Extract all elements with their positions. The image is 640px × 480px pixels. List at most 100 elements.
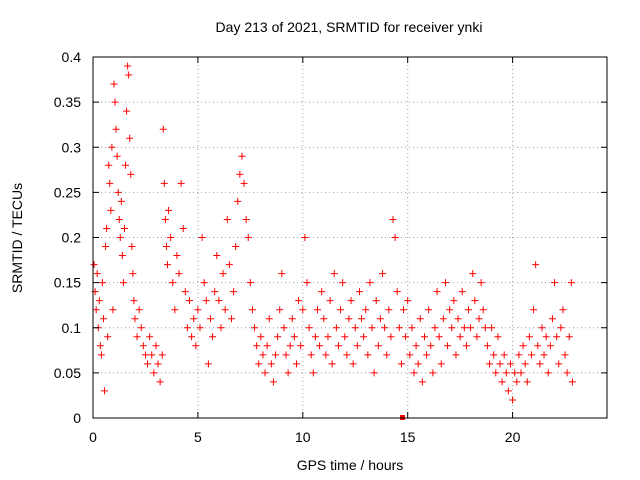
data-point bbox=[175, 270, 183, 278]
data-point bbox=[307, 351, 315, 359]
data-point bbox=[458, 288, 466, 296]
data-point bbox=[318, 288, 326, 296]
data-point bbox=[353, 342, 361, 350]
data-point bbox=[102, 243, 110, 251]
data-point bbox=[242, 215, 250, 223]
data-point bbox=[513, 378, 521, 386]
data-point bbox=[130, 297, 138, 305]
data-point bbox=[339, 279, 347, 287]
data-point bbox=[225, 261, 233, 269]
data-point bbox=[387, 333, 395, 341]
data-point bbox=[190, 315, 198, 323]
data-point bbox=[372, 297, 380, 305]
data-point bbox=[126, 134, 134, 142]
data-point bbox=[106, 179, 114, 187]
data-point bbox=[119, 279, 127, 287]
data-point bbox=[128, 243, 136, 251]
data-point bbox=[437, 360, 445, 368]
data-point bbox=[548, 315, 556, 323]
data-point bbox=[525, 333, 533, 341]
data-point bbox=[500, 351, 508, 359]
data-point bbox=[399, 306, 407, 314]
data-point bbox=[215, 297, 223, 305]
data-point bbox=[479, 306, 487, 314]
data-point bbox=[90, 261, 98, 269]
data-point bbox=[465, 306, 473, 314]
data-point bbox=[431, 324, 439, 332]
data-point bbox=[280, 324, 288, 332]
data-point bbox=[322, 351, 330, 359]
data-point bbox=[391, 234, 399, 241]
data-point bbox=[481, 324, 489, 332]
axis-ticks: 0 0.05 0.1 0.15 0.2 0.25 0.3 0.35 0.4 0 5 10 15 20 bbox=[54, 49, 607, 445]
data-point bbox=[519, 342, 527, 350]
data-point bbox=[131, 315, 139, 323]
x-tick-label: 0 bbox=[89, 429, 97, 445]
data-point bbox=[110, 80, 118, 88]
data-point bbox=[188, 333, 196, 341]
data-point bbox=[374, 342, 382, 350]
data-point bbox=[504, 387, 512, 395]
data-point bbox=[213, 252, 221, 260]
y-axis-label: SRMTID / TECUs bbox=[9, 183, 25, 293]
data-point bbox=[295, 297, 303, 305]
data-point bbox=[248, 306, 256, 314]
data-point bbox=[221, 306, 229, 314]
data-point bbox=[167, 234, 175, 241]
data-point bbox=[452, 351, 460, 359]
chart-title: Day 213 of 2021, SRMTID for receiver ynk… bbox=[216, 19, 483, 35]
data-point bbox=[320, 315, 328, 323]
data-point bbox=[113, 152, 121, 160]
data-point bbox=[192, 342, 200, 350]
data-point bbox=[98, 279, 106, 287]
x-tick-label: 20 bbox=[505, 429, 521, 445]
data-point bbox=[202, 297, 210, 305]
data-point bbox=[381, 324, 389, 332]
data-point bbox=[219, 270, 227, 278]
data-point bbox=[527, 351, 535, 359]
grid-layer bbox=[93, 57, 607, 418]
data-point bbox=[355, 288, 363, 296]
data-point bbox=[473, 333, 481, 341]
data-point bbox=[313, 306, 321, 314]
data-point bbox=[95, 297, 103, 305]
data-point bbox=[542, 333, 550, 341]
data-point bbox=[246, 279, 254, 287]
data-point bbox=[316, 342, 324, 350]
data-point bbox=[450, 297, 458, 305]
data-point bbox=[376, 315, 384, 323]
data-point bbox=[563, 369, 571, 377]
data-point bbox=[488, 324, 496, 332]
data-point bbox=[402, 333, 410, 341]
data-point bbox=[146, 333, 154, 341]
data-point bbox=[511, 369, 519, 377]
data-point bbox=[530, 306, 538, 314]
data-point bbox=[265, 315, 273, 323]
data-point bbox=[439, 315, 447, 323]
data-point bbox=[290, 333, 298, 341]
data-point bbox=[454, 315, 462, 323]
data-point bbox=[559, 306, 567, 314]
data-point bbox=[337, 306, 345, 314]
data-point bbox=[471, 297, 479, 305]
data-point bbox=[368, 324, 376, 332]
data-point bbox=[544, 369, 552, 377]
data-point bbox=[301, 234, 309, 241]
data-point bbox=[299, 306, 307, 314]
data-point bbox=[404, 297, 412, 305]
data-point bbox=[141, 351, 149, 359]
data-point bbox=[133, 333, 141, 341]
data-point bbox=[269, 378, 277, 386]
data-point bbox=[276, 306, 284, 314]
data-point bbox=[116, 234, 124, 241]
data-point bbox=[515, 351, 523, 359]
data-point bbox=[483, 342, 491, 350]
data-point bbox=[536, 360, 544, 368]
data-point bbox=[158, 351, 166, 359]
data-point bbox=[496, 360, 504, 368]
data-point bbox=[366, 279, 374, 287]
data-point bbox=[251, 324, 259, 332]
data-point bbox=[109, 306, 117, 314]
data-point bbox=[227, 315, 235, 323]
